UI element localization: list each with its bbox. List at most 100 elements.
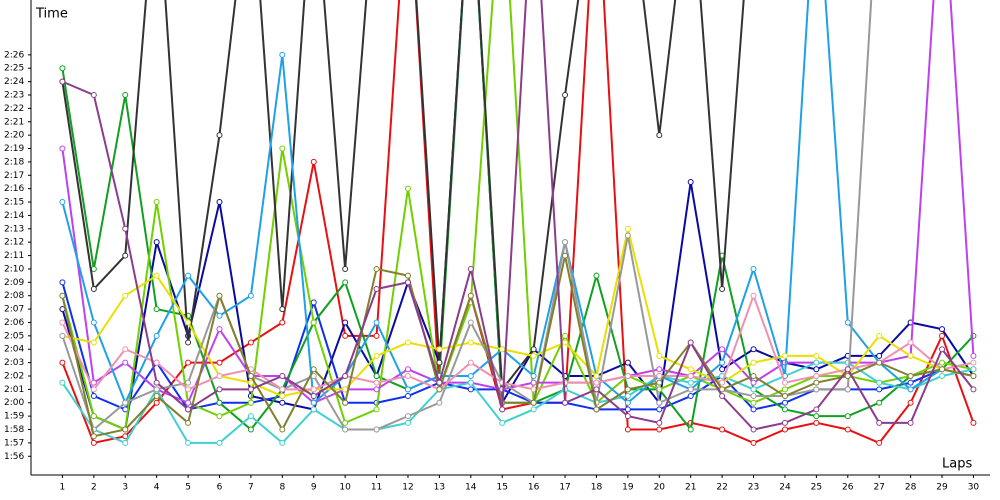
y-tick-label: 2:02 <box>4 371 24 381</box>
data-point <box>907 352 914 359</box>
data-point <box>813 352 820 359</box>
series-line <box>61 0 745 393</box>
data-point <box>907 339 914 346</box>
x-tick-label: 23 <box>748 483 759 493</box>
data-point <box>624 232 631 239</box>
x-tick-label: 3 <box>122 483 128 493</box>
data-point <box>59 332 66 339</box>
data-point <box>719 379 726 386</box>
data-point <box>436 386 443 393</box>
data-point <box>970 419 977 426</box>
data-point <box>719 386 726 393</box>
data-point <box>342 319 349 326</box>
data-point <box>844 413 851 420</box>
data-point <box>247 292 254 299</box>
data-point <box>750 399 757 406</box>
data-point <box>59 292 66 299</box>
data-point <box>593 386 600 393</box>
y-tick-label: 2:20 <box>4 131 24 141</box>
data-point <box>687 393 694 400</box>
data-point <box>781 379 788 386</box>
data-point <box>59 319 66 326</box>
series-line <box>61 0 975 445</box>
data-point <box>624 399 631 406</box>
data-point <box>216 439 223 446</box>
data-point <box>90 265 97 272</box>
data-point <box>970 359 977 366</box>
data-point <box>59 145 66 152</box>
data-point <box>310 393 317 400</box>
data-point <box>90 286 97 293</box>
data-point <box>404 339 411 346</box>
data-point <box>247 339 254 346</box>
data-point <box>593 272 600 279</box>
data-point <box>436 379 443 386</box>
y-tick-label: 2:17 <box>4 171 24 181</box>
data-point <box>153 386 160 393</box>
data-point <box>844 319 851 326</box>
y-tick-label: 2:24 <box>4 77 24 87</box>
data-point <box>530 352 537 359</box>
data-point <box>781 406 788 413</box>
data-point <box>216 292 223 299</box>
data-point <box>185 319 192 326</box>
data-point <box>656 399 663 406</box>
y-tick-label: 2:12 <box>4 238 24 248</box>
data-point <box>781 426 788 433</box>
data-point <box>624 225 631 232</box>
data-point <box>719 346 726 353</box>
data-point <box>153 239 160 246</box>
data-point <box>185 406 192 413</box>
data-point <box>624 359 631 366</box>
data-point <box>530 406 537 413</box>
y-tick-label: 2:26 <box>4 50 24 60</box>
data-point <box>939 366 946 373</box>
data-point <box>656 372 663 379</box>
data-point <box>310 299 317 306</box>
data-point <box>813 413 820 420</box>
data-point <box>59 279 66 286</box>
series-line <box>61 0 975 432</box>
data-point <box>90 393 97 400</box>
data-point <box>216 132 223 139</box>
data-point <box>624 372 631 379</box>
data-point <box>342 399 349 406</box>
data-point <box>153 399 160 406</box>
data-point <box>499 346 506 353</box>
x-tick-label: 8 <box>279 483 285 493</box>
y-tick-label: 2:21 <box>4 117 24 127</box>
x-tick-label: 22 <box>716 483 727 493</box>
x-tick-label: 24 <box>779 483 791 493</box>
data-point <box>656 426 663 433</box>
data-point <box>876 359 883 366</box>
data-point <box>719 286 726 293</box>
y-tick-label: 1:57 <box>4 438 24 448</box>
data-point <box>970 366 977 373</box>
data-point <box>656 379 663 386</box>
data-point <box>185 399 192 406</box>
data-point <box>404 279 411 286</box>
y-tick-label: 2:25 <box>4 64 24 74</box>
data-point <box>781 393 788 400</box>
data-point <box>279 399 286 406</box>
data-point <box>404 393 411 400</box>
data-point <box>656 406 663 413</box>
x-tick-label: 16 <box>528 483 540 493</box>
data-point <box>530 346 537 353</box>
data-point <box>59 78 66 85</box>
data-point <box>279 145 286 152</box>
data-point <box>122 92 129 98</box>
data-point <box>467 265 474 272</box>
x-tick-label: 30 <box>968 483 980 493</box>
data-point <box>467 386 474 393</box>
data-point <box>467 359 474 366</box>
data-point <box>310 406 317 413</box>
data-point <box>247 426 254 433</box>
data-point <box>907 379 914 386</box>
x-tick-label: 13 <box>434 483 445 493</box>
data-point <box>185 359 192 366</box>
data-point <box>624 413 631 420</box>
data-point <box>153 306 160 313</box>
data-point <box>404 386 411 393</box>
